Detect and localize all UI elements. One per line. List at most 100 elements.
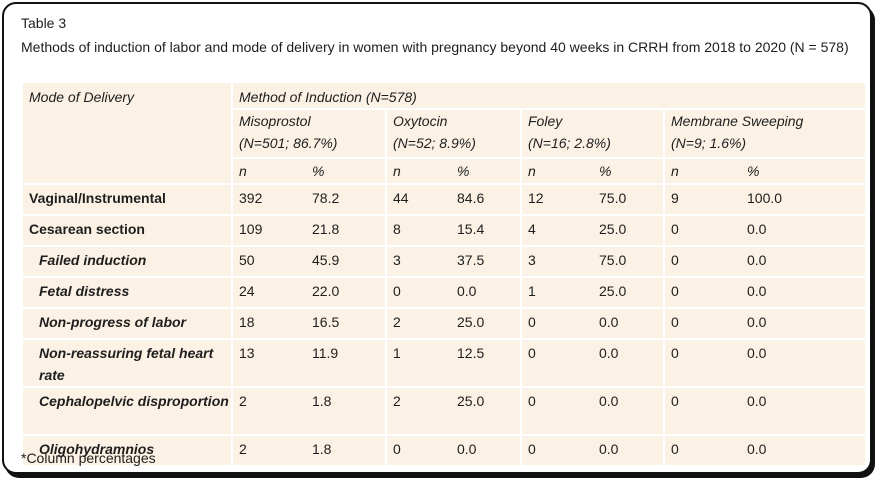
table-row: Cesarean section 109 21.8 8 15.4 4 25.0 …	[23, 215, 866, 247]
cell-value: 12.5	[451, 339, 522, 388]
cell-value: 0.0	[741, 387, 866, 436]
cell-value: 21.8	[306, 215, 387, 247]
cell-value: 0	[386, 435, 451, 465]
table-row: Oligohydramnios 2 1.8 0 0.0 0 0.0 0 0.0	[23, 435, 866, 465]
cell-value: 0.0	[593, 308, 665, 340]
cell-value: 100.0	[741, 184, 866, 216]
cell-value: 1	[521, 277, 593, 309]
method-col-membrane-sweeping: Membrane Sweeping (N=9; 1.6%)	[664, 109, 866, 159]
header-row-methods: Mode of Delivery Method of Induction (N=…	[23, 83, 866, 185]
cell-value: 25.0	[593, 277, 665, 309]
cell-value: 0.0	[741, 435, 866, 465]
cell-value: 0	[521, 339, 593, 388]
cell-value: 75.0	[593, 246, 665, 278]
cell-value: 0	[521, 308, 593, 340]
cell-value: 22.0	[306, 277, 387, 309]
table-label: Table 3	[21, 15, 67, 31]
cell-value: 0.0	[741, 277, 866, 309]
cell-value: 24	[232, 277, 306, 309]
method-col-oxytocin: Oxytocin (N=52; 8.9%)	[386, 109, 522, 159]
cell-value: 78.2	[306, 184, 387, 216]
cell-value: 3	[521, 246, 593, 278]
table-footnote: *Column percentages	[21, 450, 156, 466]
cell-value: 0	[386, 277, 451, 309]
cell-value: 16.5	[306, 308, 387, 340]
table-row: Cephalopelvic disproportion 2 1.8 2 25.0…	[23, 387, 866, 436]
cell-value: 50	[232, 246, 306, 278]
cell-value: 0	[664, 435, 741, 465]
row-label: Fetal distress	[23, 277, 233, 309]
data-table: Mode of Delivery Method of Induction (N=…	[23, 83, 866, 465]
cell-value: 25.0	[451, 308, 522, 340]
cell-value: 0.0	[741, 246, 866, 278]
table-row: Failed induction 50 45.9 3 37.5 3 75.0 0…	[23, 246, 866, 278]
cell-value: 1	[386, 339, 451, 388]
cell-value: 4	[521, 215, 593, 247]
cell-value: 25.0	[451, 387, 522, 436]
cell-value: 0.0	[593, 387, 665, 436]
cell-value: 0	[521, 435, 593, 465]
cell-value: 0.0	[741, 308, 866, 340]
cell-value: 37.5	[451, 246, 522, 278]
unit-pct: %	[451, 158, 522, 185]
cell-value: 8	[386, 215, 451, 247]
cell-value: 44	[386, 184, 451, 216]
cell-value: 0	[664, 387, 741, 436]
table-card: Table 3 Methods of induction of labor an…	[2, 2, 872, 474]
method-col-misoprostol: Misoprostol (N=501; 86.7%)	[232, 109, 387, 159]
table-row: Non-progress of labor 18 16.5 2 25.0 0 0…	[23, 308, 866, 340]
mode-header: Mode of Delivery	[23, 83, 233, 185]
cell-value: 15.4	[451, 215, 522, 247]
cell-value: 0.0	[451, 435, 522, 465]
row-label: Non-progress of labor	[23, 308, 233, 340]
cell-value: 2	[386, 308, 451, 340]
cell-value: 0	[664, 277, 741, 309]
unit-pct: %	[741, 158, 866, 185]
table-row: Non-reassuring fetal heart rate 13 11.9 …	[23, 339, 866, 388]
row-label: Cesarean section	[23, 215, 233, 247]
cell-value: 12	[521, 184, 593, 216]
cell-value: 0	[664, 246, 741, 278]
cell-value: 0.0	[741, 215, 866, 247]
cell-value: 0	[664, 215, 741, 247]
cell-value: 2	[232, 387, 306, 436]
cell-value: 0.0	[593, 435, 665, 465]
cell-value: 25.0	[593, 215, 665, 247]
unit-n: n	[521, 158, 593, 185]
unit-pct: %	[593, 158, 665, 185]
row-label: Cephalopelvic disproportion	[23, 387, 233, 436]
table-title: Methods of induction of labor and mode o…	[21, 39, 849, 55]
cell-value: 18	[232, 308, 306, 340]
cell-value: 3	[386, 246, 451, 278]
row-label: Non-reassuring fetal heart rate	[23, 339, 233, 388]
cell-value: 9	[664, 184, 741, 216]
header-row-method-names: Misoprostol (N=501; 86.7%) Oxytocin (N=52;…	[23, 109, 866, 159]
cell-value: 84.6	[451, 184, 522, 216]
unit-n: n	[664, 158, 741, 185]
cell-value: 2	[232, 435, 306, 465]
unit-pct: %	[306, 158, 387, 185]
cell-value: 13	[232, 339, 306, 388]
row-label: Failed induction	[23, 246, 233, 278]
cell-value: 0.0	[593, 339, 665, 388]
row-label: Vaginal/Instrumental	[23, 184, 233, 216]
cell-value: 109	[232, 215, 306, 247]
cell-value: 0	[521, 387, 593, 436]
method-header: Method of Induction (N=578)	[232, 83, 866, 110]
cell-value: 0.0	[741, 339, 866, 388]
unit-n: n	[386, 158, 451, 185]
cell-value: 45.9	[306, 246, 387, 278]
cell-value: 1.8	[306, 387, 387, 436]
table-row: Vaginal/Instrumental 392 78.2 44 84.6 12…	[23, 184, 866, 216]
cell-value: 0.0	[451, 277, 522, 309]
method-col-foley: Foley (N=16; 2.8%)	[521, 109, 665, 159]
cell-value: 75.0	[593, 184, 665, 216]
cell-value: 0	[664, 339, 741, 388]
cell-value: 0	[664, 308, 741, 340]
cell-value: 11.9	[306, 339, 387, 388]
header-row-units: n % n % n % n %	[23, 158, 866, 185]
cell-value: 1.8	[306, 435, 387, 465]
cell-value: 2	[386, 387, 451, 436]
cell-value: 392	[232, 184, 306, 216]
row-label: Oligohydramnios	[23, 435, 233, 465]
